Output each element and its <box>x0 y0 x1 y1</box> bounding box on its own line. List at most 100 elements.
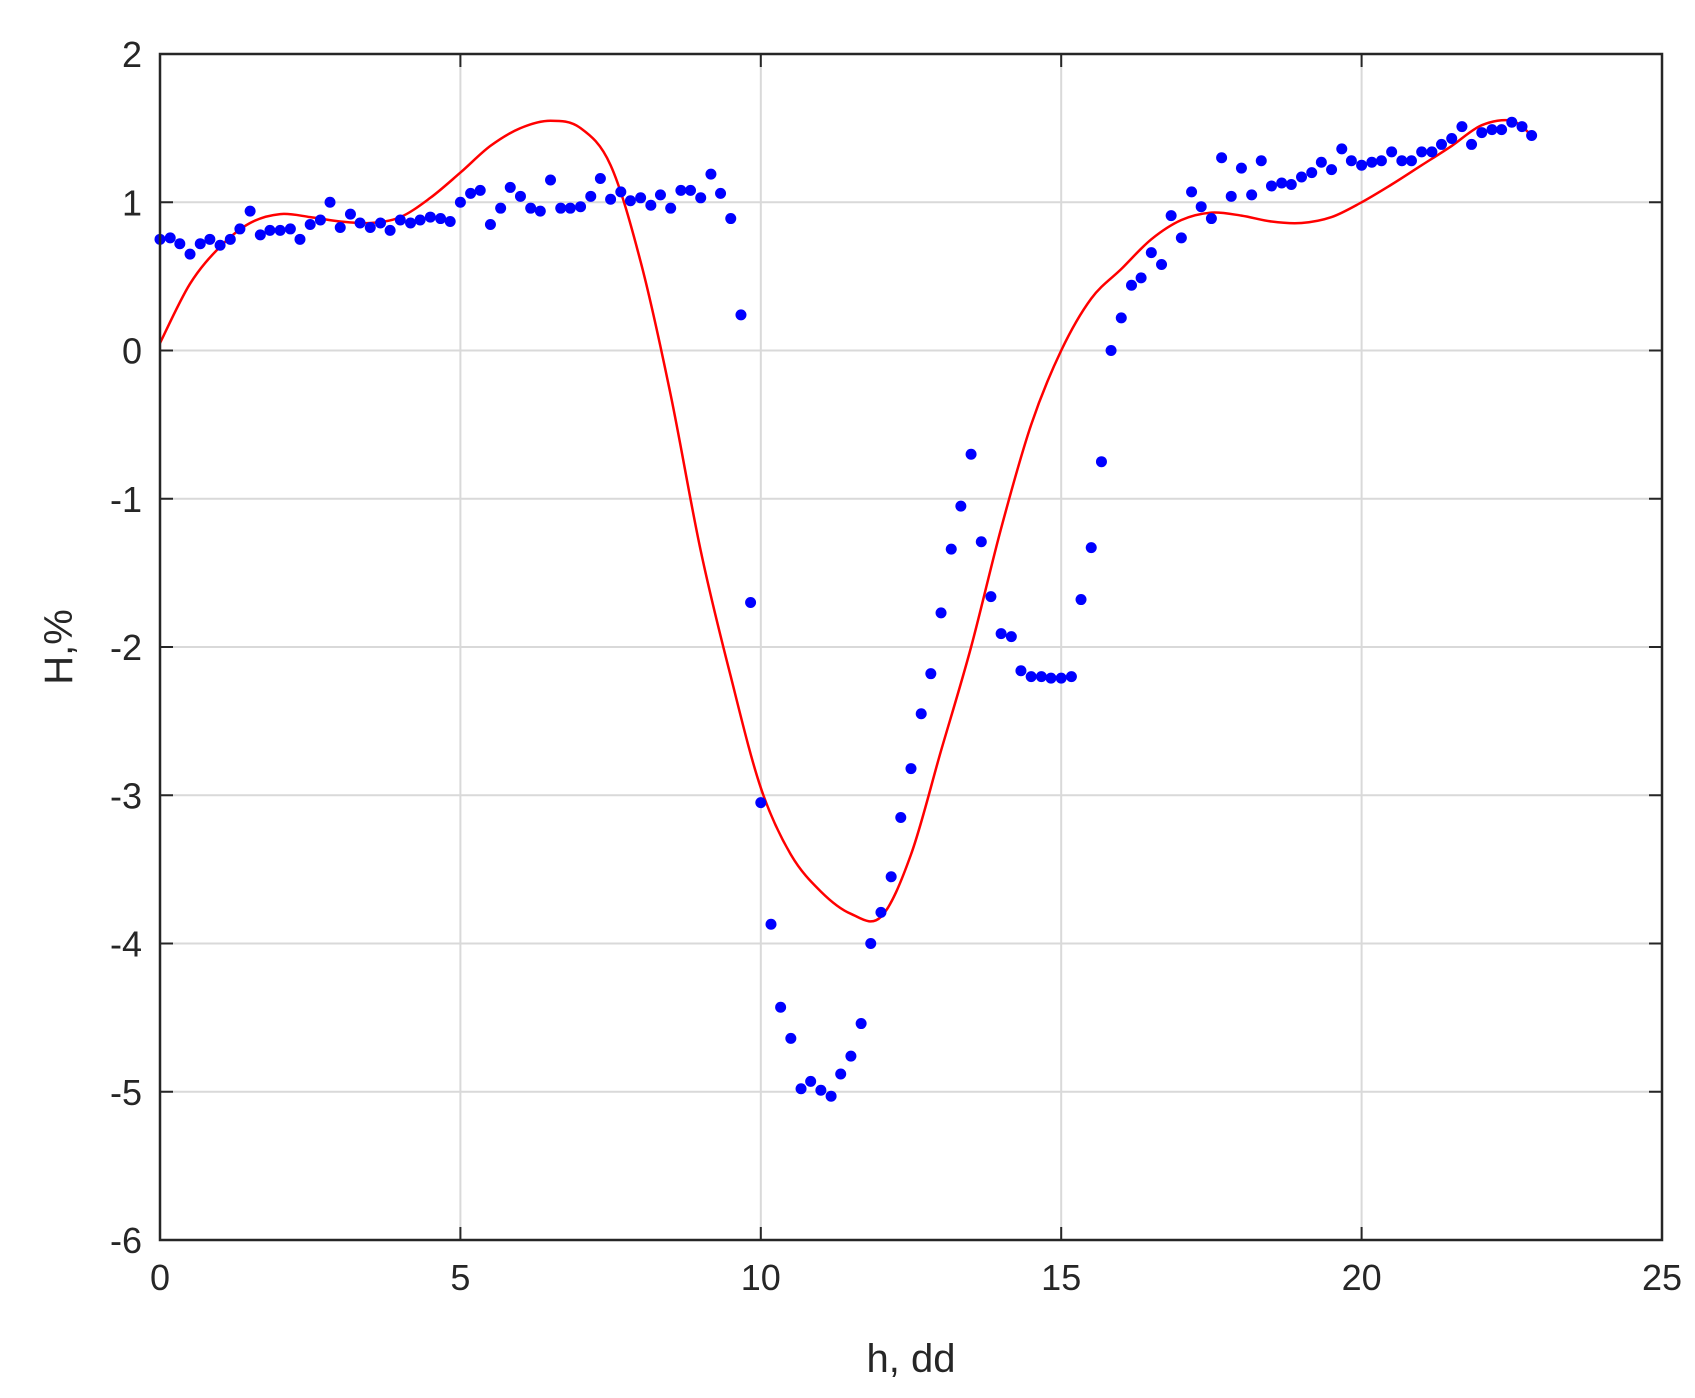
data-point <box>735 309 747 321</box>
data-point <box>334 221 346 233</box>
data-point <box>284 223 296 235</box>
x-tick-label: 15 <box>1041 1257 1081 1298</box>
data-point <box>615 186 627 198</box>
data-points-layer <box>154 116 1538 1102</box>
data-point <box>214 239 226 251</box>
data-point <box>785 1032 797 1044</box>
data-point <box>875 906 887 918</box>
data-point <box>1356 159 1368 171</box>
data-point <box>1306 167 1318 179</box>
data-point <box>534 205 546 217</box>
y-tick-label: -6 <box>110 1220 142 1261</box>
data-point <box>1476 127 1488 139</box>
data-point <box>1516 121 1528 133</box>
data-point <box>1506 116 1518 128</box>
data-point <box>1326 164 1338 176</box>
data-point <box>204 233 216 245</box>
data-point <box>1296 171 1308 183</box>
data-point <box>1065 671 1077 683</box>
data-point <box>895 811 907 823</box>
data-point <box>624 195 636 207</box>
y-tick-label: 1 <box>122 182 142 223</box>
data-point <box>1145 247 1157 259</box>
data-point <box>1436 138 1448 150</box>
data-point <box>1446 133 1458 145</box>
data-point <box>665 202 677 214</box>
data-point <box>1456 121 1468 133</box>
data-point <box>234 223 246 235</box>
data-point <box>224 233 236 245</box>
data-point <box>1396 155 1408 167</box>
data-point <box>945 543 957 555</box>
data-point <box>164 232 176 244</box>
data-point <box>835 1068 847 1080</box>
data-point <box>435 213 447 225</box>
x-tick-label: 25 <box>1642 1257 1682 1298</box>
data-point <box>314 214 326 226</box>
grid <box>160 54 1662 1240</box>
data-point <box>1015 665 1027 677</box>
data-point <box>1265 180 1277 192</box>
data-point <box>1165 210 1177 222</box>
data-point <box>675 184 687 196</box>
data-point <box>1526 130 1538 142</box>
data-point <box>424 211 436 223</box>
y-tick-label: -1 <box>110 479 142 520</box>
data-point <box>1095 456 1107 468</box>
data-point <box>935 607 947 619</box>
data-point <box>364 221 376 233</box>
data-point <box>905 763 917 775</box>
data-point <box>465 187 477 199</box>
data-point <box>1175 232 1187 244</box>
data-point <box>1285 178 1297 190</box>
x-tick-label: 5 <box>450 1257 470 1298</box>
x-tick-label: 20 <box>1342 1257 1382 1298</box>
data-point <box>1035 671 1047 683</box>
data-point <box>1276 177 1288 189</box>
data-point <box>1105 345 1117 356</box>
data-point <box>1156 259 1168 271</box>
data-point <box>294 233 306 245</box>
y-tick-label: -4 <box>110 924 142 965</box>
data-point <box>1255 155 1267 167</box>
x-axis-label: h, dd <box>867 1337 956 1381</box>
data-point <box>1375 155 1387 167</box>
data-point <box>575 201 587 213</box>
data-point <box>1235 162 1247 174</box>
data-point <box>705 168 717 180</box>
data-point <box>555 202 567 214</box>
data-point <box>1125 279 1137 291</box>
data-point <box>1315 156 1327 168</box>
y-tick-label: -3 <box>110 775 142 816</box>
data-point <box>955 500 967 512</box>
data-point <box>815 1084 827 1096</box>
data-point <box>514 190 526 202</box>
data-point <box>1205 213 1217 225</box>
data-point <box>344 208 356 220</box>
data-point <box>1216 152 1228 164</box>
data-point <box>484 218 496 230</box>
data-point <box>474 184 486 196</box>
data-point <box>454 196 466 208</box>
data-point <box>1025 671 1037 683</box>
data-point <box>1386 146 1398 158</box>
data-point <box>654 189 666 201</box>
data-point <box>1366 156 1378 168</box>
data-point <box>1085 542 1097 554</box>
data-point <box>695 192 707 204</box>
data-point <box>1005 631 1017 643</box>
data-point <box>594 173 606 185</box>
data-point <box>1416 146 1428 158</box>
data-point <box>885 871 897 883</box>
data-point <box>174 238 186 250</box>
data-point <box>444 216 456 228</box>
data-point <box>805 1075 817 1087</box>
data-point <box>564 202 576 214</box>
data-point <box>995 628 1007 640</box>
data-point <box>865 938 877 949</box>
data-point <box>715 187 727 199</box>
data-point <box>965 448 977 460</box>
x-tick-label: 10 <box>741 1257 781 1298</box>
